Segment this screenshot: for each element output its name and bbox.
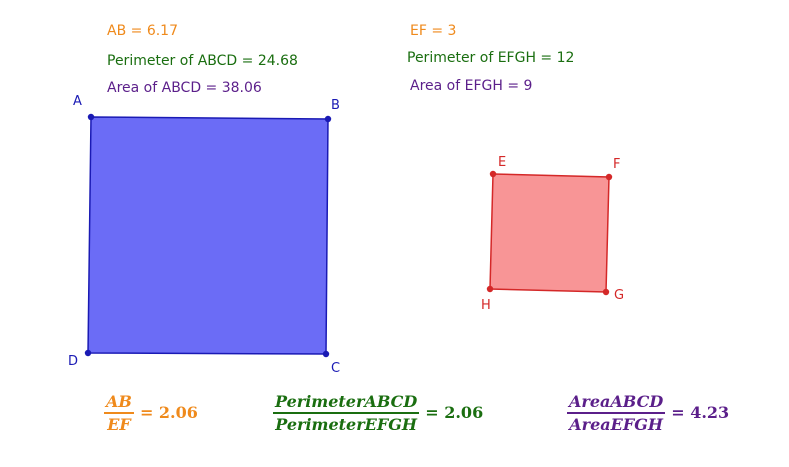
area-efgh-label: Area of EFGH = 9 xyxy=(410,78,533,94)
vertex-label-a: A xyxy=(73,94,82,109)
square-efgh[interactable] xyxy=(489,173,610,293)
perimeter-ratio-numerator: PerimeterABCD xyxy=(275,392,418,411)
side-ratio-value: = 2.06 xyxy=(139,403,198,423)
area-ratio-value: = 4.23 xyxy=(671,403,730,423)
fraction-bar xyxy=(104,412,134,414)
side-ratio-numerator: AB xyxy=(106,392,132,411)
side-ratio-formula: AB EF = 2.06 xyxy=(104,392,198,434)
vertex-label-e: E xyxy=(498,155,507,170)
area-ratio-denominator: AreaEFGH xyxy=(569,414,663,434)
point-h[interactable] xyxy=(486,285,494,293)
square-abcd[interactable] xyxy=(87,116,329,355)
point-a[interactable] xyxy=(87,113,95,121)
ef-length-label: EF = 3 xyxy=(410,23,457,39)
side-ratio-fraction: AB EF xyxy=(104,392,134,434)
point-g[interactable] xyxy=(602,288,610,296)
point-c[interactable] xyxy=(322,350,330,358)
perimeter-ratio-fraction: PerimeterABCD PerimeterEFGH xyxy=(273,392,420,434)
point-b[interactable] xyxy=(324,115,332,123)
perimeter-ratio-denominator: PerimeterEFGH xyxy=(275,414,417,434)
fraction-bar xyxy=(567,412,666,414)
perimeter-ratio-formula: PerimeterABCD PerimeterEFGH = 2.06 xyxy=(273,392,483,434)
perimeter-abcd-label: Perimeter of ABCD = 24.68 xyxy=(107,53,298,69)
point-f[interactable] xyxy=(605,173,613,181)
vertex-label-b: B xyxy=(331,98,340,113)
vertex-label-h: H xyxy=(481,298,491,313)
perimeter-ratio-value: = 2.06 xyxy=(425,403,484,423)
vertex-label-g: G xyxy=(614,288,625,303)
area-ratio-formula: AreaABCD AreaEFGH = 4.23 xyxy=(567,392,729,434)
area-abcd-label: Area of ABCD = 38.06 xyxy=(107,80,262,96)
point-e[interactable] xyxy=(489,170,497,178)
vertex-label-d: D xyxy=(68,354,79,369)
fraction-bar xyxy=(273,412,420,414)
ab-length-label: AB = 6.17 xyxy=(107,23,178,39)
perimeter-efgh-label: Perimeter of EFGH = 12 xyxy=(407,50,575,66)
vertex-label-f: F xyxy=(613,157,621,172)
point-d[interactable] xyxy=(84,349,92,357)
side-ratio-denominator: EF xyxy=(107,414,131,434)
vertex-label-c: C xyxy=(331,361,341,376)
area-ratio-numerator: AreaABCD xyxy=(569,392,664,411)
area-ratio-fraction: AreaABCD AreaEFGH xyxy=(567,392,666,434)
